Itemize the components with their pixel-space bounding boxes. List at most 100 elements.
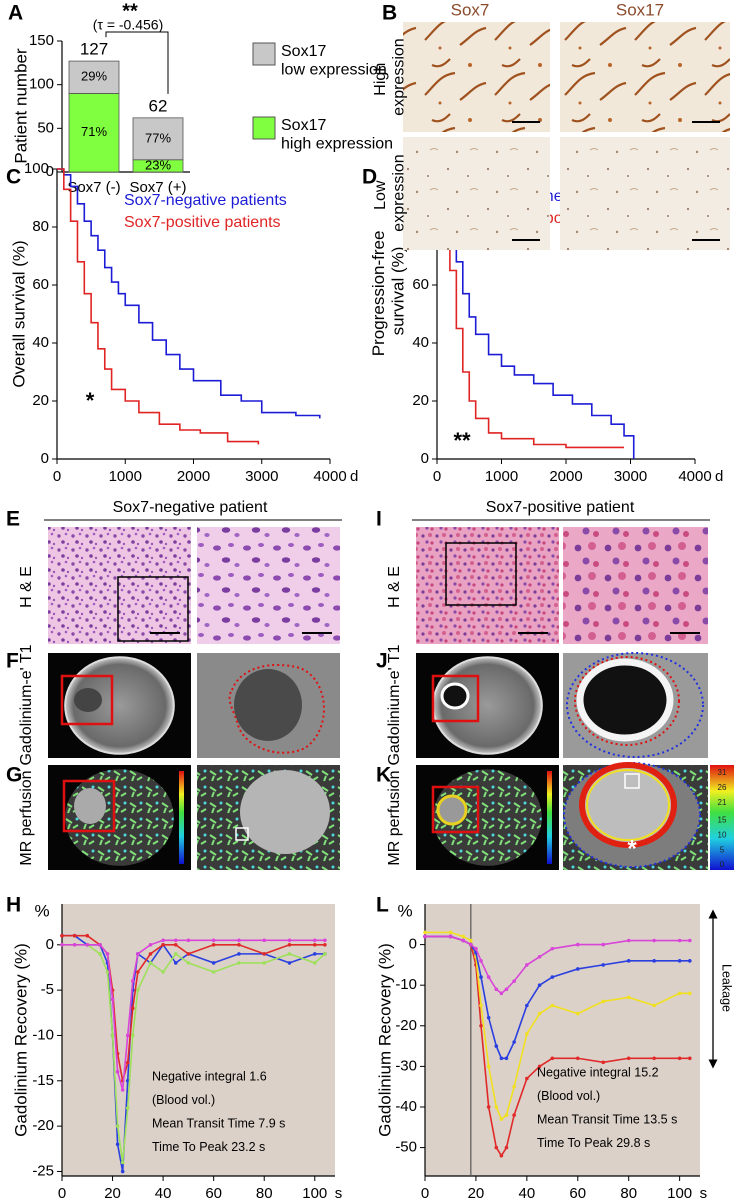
data-point — [85, 933, 90, 938]
ihc-image — [560, 22, 730, 132]
ihc-image — [403, 22, 550, 132]
survival-curve — [57, 168, 321, 419]
x-tick-label: 3000 — [614, 468, 647, 485]
brain — [64, 656, 175, 755]
ihc-column-header: Sox17 — [616, 0, 664, 19]
data-point — [626, 938, 631, 943]
x-tick-label: 20 — [468, 1185, 485, 1201]
x-axis-unit: d — [715, 468, 723, 485]
significance-stars: * — [86, 388, 95, 413]
data-point — [575, 967, 580, 971]
data-point — [537, 954, 542, 959]
correlation-label: (τ = -0.456) — [93, 17, 164, 33]
data-point — [626, 959, 631, 963]
legend-label: Sox7-positive patients — [124, 214, 281, 231]
data-point — [601, 1060, 606, 1065]
zoom-box — [445, 542, 517, 606]
data-point — [323, 943, 327, 947]
ihc-image — [403, 137, 550, 250]
data-point — [474, 946, 478, 951]
colorbar-tick-label: 26 — [718, 783, 727, 792]
y-axis-label: Patient number — [11, 48, 30, 164]
patient-header: Sox7-negative patient — [113, 499, 268, 516]
data-point — [504, 1056, 509, 1061]
he-zoom-image — [197, 527, 340, 644]
data-point — [626, 1056, 631, 1061]
data-point — [211, 943, 216, 947]
x-tick-label: 80 — [620, 1185, 637, 1201]
data-point — [173, 961, 178, 965]
y-tick-label: 0 — [46, 163, 54, 180]
ihc-column-header: Sox7 — [451, 0, 490, 19]
data-point — [161, 970, 165, 974]
y-tick-label: 0 — [46, 936, 54, 953]
data-point — [461, 938, 465, 943]
y-tick-label: 20 — [412, 392, 429, 409]
data-point — [525, 1032, 529, 1036]
tumor-rim-inner — [586, 769, 670, 841]
x-tick-label: 1000 — [485, 468, 518, 485]
significance-stars: ** — [122, 0, 138, 22]
ihc-row-label: High expression — [372, 38, 407, 115]
row-label: Gadolinium-e' T1 — [18, 644, 35, 765]
y-tick-label: 50 — [37, 119, 54, 136]
panel-letter: D — [362, 166, 377, 189]
panel-letter: I — [376, 508, 382, 531]
data-point — [494, 1105, 499, 1109]
data-point — [499, 991, 504, 996]
x-tick-label: 4000 — [313, 468, 346, 485]
data-point — [130, 1033, 135, 1038]
colorbar — [547, 771, 552, 864]
y-tick-label: 60 — [32, 276, 49, 293]
data-point — [461, 934, 465, 939]
data-point — [486, 1064, 491, 1069]
zoom-box — [62, 779, 116, 833]
recovery-curve — [425, 935, 690, 1158]
data-point — [486, 975, 491, 979]
colorbar-tick-label: 0 — [720, 860, 725, 869]
x-axis-unit: s — [700, 1185, 708, 1201]
x-tick-label: 0 — [53, 468, 61, 485]
segment-label: 77% — [145, 130, 171, 145]
annotation: Time To Peak 23.2 s — [152, 1140, 265, 1154]
text-line: Sox17 — [281, 43, 331, 60]
y-tick-label: 80 — [32, 218, 49, 235]
data-point — [688, 1056, 692, 1061]
data-point — [677, 959, 682, 963]
y-tick-label: -50 — [395, 1139, 417, 1156]
data-point — [136, 988, 140, 992]
x-tick-label: 60 — [569, 1185, 586, 1201]
y-axis-label: Gadolinium Recovery (%) — [11, 943, 30, 1137]
data-point — [479, 975, 483, 979]
data-point — [110, 997, 115, 1001]
text-line: Sox17 — [281, 117, 331, 134]
x-tick-label: 100 — [667, 1185, 692, 1201]
data-point — [287, 961, 292, 965]
y-tick-label: 60 — [412, 276, 429, 293]
row-label: MR perfusion — [18, 770, 35, 865]
row-label: Gadolinium-e' T1 — [386, 644, 403, 765]
data-point — [105, 970, 110, 974]
y-tick-label: 0 — [409, 936, 417, 953]
tumor — [576, 658, 674, 742]
edema-outline — [566, 652, 704, 758]
data-point — [85, 943, 90, 947]
data-point — [120, 1169, 125, 1174]
segment-label: 29% — [81, 69, 107, 84]
annotation: Negative integral 1.6 — [152, 1069, 267, 1083]
data-point — [575, 1011, 580, 1016]
row-label: H & E — [386, 566, 403, 608]
panel-letter: H — [6, 894, 21, 917]
unit-label: % — [397, 901, 412, 920]
data-point — [60, 933, 64, 938]
y-tick-label: -15 — [32, 1072, 54, 1089]
y-tick-label: 20 — [32, 392, 49, 409]
he-image — [416, 527, 559, 644]
data-point — [512, 1113, 516, 1117]
data-point — [504, 1113, 509, 1117]
x-tick-label: 0 — [433, 468, 441, 485]
x-axis-unit: s — [335, 1185, 343, 1201]
data-point — [677, 991, 682, 996]
y-tick-label: -30 — [395, 1057, 417, 1074]
data-point — [125, 1079, 130, 1083]
